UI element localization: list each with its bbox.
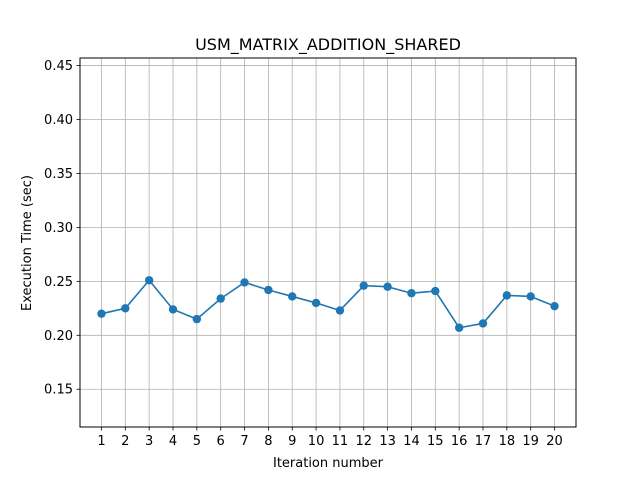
x-tick-label: 20 bbox=[546, 434, 563, 449]
x-tick-label: 4 bbox=[169, 434, 177, 449]
x-tick-label: 3 bbox=[145, 434, 153, 449]
data-point bbox=[455, 324, 463, 332]
data-point bbox=[526, 292, 534, 300]
x-tick-label: 16 bbox=[451, 434, 468, 449]
x-tick-label: 12 bbox=[355, 434, 372, 449]
x-tick-label: 2 bbox=[121, 434, 129, 449]
x-tick-label: 18 bbox=[499, 434, 516, 449]
y-axis-label: Execution Time (sec) bbox=[20, 175, 35, 311]
x-tick-label: 10 bbox=[308, 434, 325, 449]
data-point bbox=[383, 283, 391, 291]
y-tick-label: 0.25 bbox=[44, 275, 73, 290]
x-tick-label: 13 bbox=[379, 434, 396, 449]
data-point bbox=[193, 315, 201, 323]
x-tick-label: 9 bbox=[288, 434, 296, 449]
x-tick-label: 1 bbox=[97, 434, 105, 449]
y-tick-label: 0.35 bbox=[44, 167, 73, 182]
y-tick-label: 0.30 bbox=[44, 221, 73, 236]
x-tick-label: 14 bbox=[403, 434, 420, 449]
chart-title: USM_MATRIX_ADDITION_SHARED bbox=[195, 35, 461, 55]
x-tick-label: 7 bbox=[240, 434, 248, 449]
data-point bbox=[360, 281, 368, 289]
data-point bbox=[336, 306, 344, 314]
data-point bbox=[431, 287, 439, 295]
data-point bbox=[97, 310, 105, 318]
x-tick-label: 15 bbox=[427, 434, 444, 449]
data-point bbox=[503, 291, 511, 299]
data-point bbox=[288, 292, 296, 300]
y-tick-label: 0.20 bbox=[44, 329, 73, 344]
data-point bbox=[407, 289, 415, 297]
data-point bbox=[216, 294, 224, 302]
x-tick-label: 19 bbox=[522, 434, 539, 449]
y-tick-label: 0.45 bbox=[44, 59, 73, 74]
data-point bbox=[550, 302, 558, 310]
data-point bbox=[312, 299, 320, 307]
x-tick-label: 6 bbox=[217, 434, 225, 449]
data-point bbox=[240, 278, 248, 286]
data-point bbox=[121, 304, 129, 312]
x-tick-label: 8 bbox=[264, 434, 272, 449]
y-tick-label: 0.40 bbox=[44, 113, 73, 128]
y-tick-label: 0.15 bbox=[44, 383, 73, 398]
data-point bbox=[479, 319, 487, 327]
x-axis-label: Iteration number bbox=[273, 456, 384, 471]
data-point bbox=[169, 305, 177, 313]
x-tick-label: 5 bbox=[193, 434, 201, 449]
data-point bbox=[264, 286, 272, 294]
data-point bbox=[145, 276, 153, 284]
x-tick-label: 11 bbox=[332, 434, 349, 449]
x-tick-label: 17 bbox=[475, 434, 492, 449]
